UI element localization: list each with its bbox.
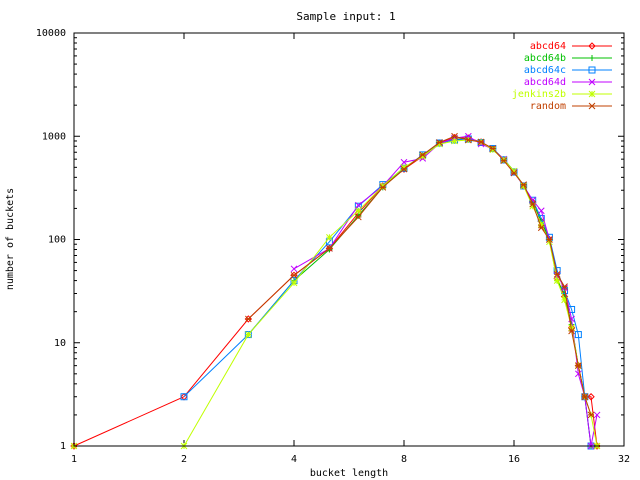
- legend-item-abcd64d: abcd64d: [524, 77, 612, 88]
- data-point-jenkins2b: [553, 277, 561, 284]
- data-point-abcd64: [587, 393, 595, 401]
- x-tick-label: 8: [401, 454, 407, 465]
- x-tick-label: 1: [71, 454, 77, 465]
- x-tick-label: 2: [181, 454, 187, 465]
- data-point-random: [290, 271, 298, 279]
- data-point-jenkins2b: [436, 140, 443, 148]
- y-tick-label: 10: [54, 338, 66, 349]
- data-point-jenkins2b: [354, 207, 362, 215]
- data-point-jenkins2b: [419, 152, 427, 160]
- chart-title: Sample input: 1: [296, 10, 395, 23]
- data-point-random: [400, 165, 408, 173]
- data-point-jenkins2b: [290, 279, 298, 287]
- legend-label: random: [530, 101, 566, 112]
- data-point-random: [510, 169, 518, 177]
- data-point-random: [574, 362, 582, 370]
- series-line-random: [247, 135, 592, 416]
- legend-item-abcd64: abcd64: [530, 41, 612, 52]
- x-tick-label: 16: [508, 454, 520, 465]
- y-axis-label: number of buckets: [5, 188, 16, 290]
- legend-label: abcd64: [530, 41, 566, 52]
- legend-marker: [588, 102, 596, 110]
- data-point-abcd64d: [593, 411, 601, 419]
- data-point-abcd64d: [537, 207, 545, 215]
- data-point-jenkins2b: [568, 324, 575, 332]
- data-point-random: [244, 315, 252, 323]
- data-point-jenkins2b: [244, 331, 252, 338]
- data-point-random: [419, 151, 427, 159]
- x-tick-label: 4: [291, 454, 297, 465]
- data-point-random: [379, 183, 387, 191]
- data-point-random: [529, 200, 537, 208]
- data-point-jenkins2b: [510, 167, 518, 175]
- data-point-jenkins2b: [520, 182, 527, 190]
- data-point-jenkins2b: [379, 182, 387, 190]
- legend: abcd64abcd64babcd64cabcd64djenkins2brand…: [512, 41, 612, 112]
- data-point-random: [477, 138, 485, 146]
- y-tick-label: 1: [60, 441, 66, 452]
- data-point-jenkins2b: [451, 137, 458, 145]
- data-point-random: [464, 136, 472, 144]
- data-point-jenkins2b: [489, 146, 497, 154]
- series-layer: [70, 132, 601, 450]
- legend-label: jenkins2b: [512, 89, 566, 100]
- legend-marker: [588, 78, 596, 86]
- data-point-random: [553, 270, 561, 278]
- legend-item-abcd64c: abcd64c: [524, 65, 612, 76]
- y-tick-label: 1000: [42, 131, 66, 142]
- data-point-abcd64d: [354, 201, 362, 209]
- ticks-layer: 1 2 4 8 16 32 1 10 100 1000 10000: [36, 28, 630, 465]
- legend-marker: [588, 42, 596, 50]
- legend-marker: [588, 90, 596, 98]
- data-point-abcd64c: [180, 393, 188, 401]
- data-point-random: [546, 236, 553, 243]
- legend-item-random: random: [530, 101, 612, 112]
- data-point-random: [581, 393, 589, 401]
- data-point-random: [500, 157, 508, 165]
- data-point-abcd64: [574, 361, 583, 370]
- legend-marker: [589, 55, 595, 61]
- data-point-jenkins2b: [537, 221, 545, 228]
- data-point-random: [354, 213, 362, 221]
- legend-marker: [588, 66, 596, 74]
- series-random: [244, 132, 595, 419]
- data-point-abcd64: [244, 315, 253, 323]
- legend-item-jenkins2b: jenkins2b: [512, 89, 612, 100]
- data-point-random: [451, 132, 458, 140]
- data-point-random: [537, 224, 545, 232]
- x-axis-label: bucket length: [310, 468, 388, 479]
- data-point-jenkins2b: [400, 163, 408, 171]
- data-point-random: [520, 181, 527, 188]
- data-point-random: [568, 327, 575, 335]
- data-point-jenkins2b: [561, 296, 568, 304]
- data-point-random: [561, 283, 568, 290]
- data-point-jenkins2b: [529, 202, 537, 210]
- data-point-abcd64d: [400, 158, 408, 166]
- x-tick-label: 32: [618, 454, 630, 465]
- legend-label: abcd64c: [524, 65, 566, 76]
- data-point-random: [489, 145, 497, 152]
- data-point-random: [326, 245, 333, 252]
- data-point-random: [436, 139, 443, 146]
- data-point-random: [587, 411, 595, 419]
- data-point-abcd64c: [574, 331, 582, 339]
- legend-label: abcd64d: [524, 77, 566, 88]
- y-tick-label: 100: [48, 235, 66, 246]
- data-point-jenkins2b: [326, 233, 333, 241]
- data-point-jenkins2b: [500, 156, 508, 164]
- y-tick-label: 10000: [36, 28, 66, 39]
- data-point-abcd64d: [290, 265, 298, 273]
- plot-frame: [73, 32, 625, 447]
- legend-label: abcd64b: [524, 53, 566, 64]
- legend-item-abcd64b: abcd64b: [524, 53, 612, 64]
